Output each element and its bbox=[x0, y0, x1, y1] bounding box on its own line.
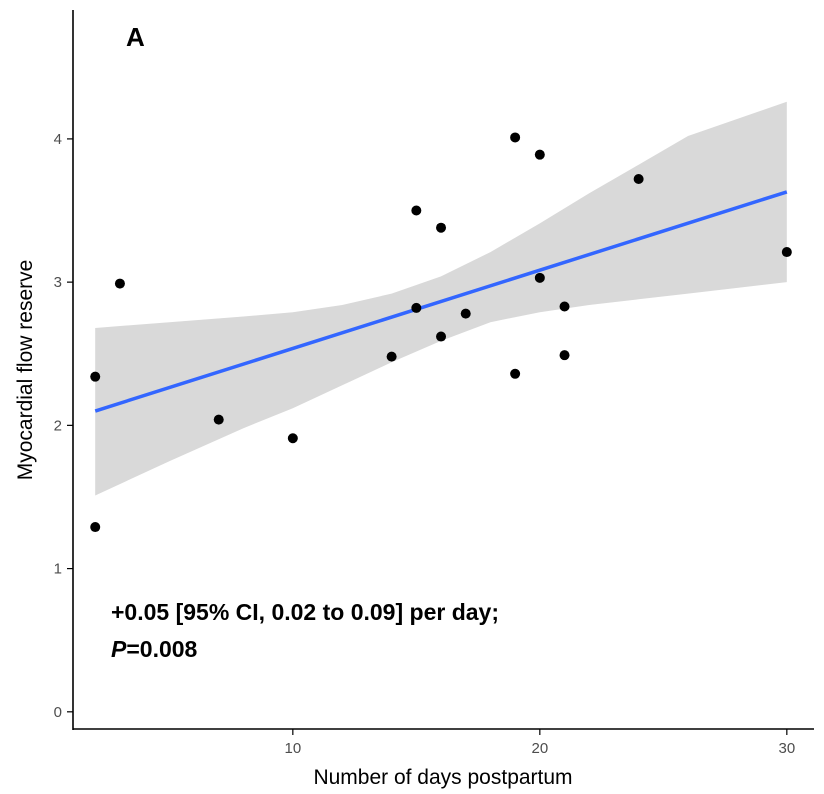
y-tick-label: 3 bbox=[54, 274, 62, 291]
y-tick-label: 4 bbox=[54, 131, 62, 148]
y-tick-label: 0 bbox=[54, 704, 62, 721]
data-point bbox=[781, 247, 792, 258]
regression-line bbox=[94, 190, 788, 413]
data-point bbox=[460, 308, 471, 319]
annotation-p-symbol: P bbox=[111, 636, 127, 662]
data-point bbox=[436, 222, 447, 233]
panel-label: A bbox=[126, 22, 145, 52]
annotation-line-1: +0.05 [95% CI, 0.02 to 0.09] per day; bbox=[111, 599, 499, 625]
data-point bbox=[386, 351, 397, 362]
x-axis-ticks: 10 20 30 bbox=[284, 729, 795, 757]
fit-line-layer bbox=[94, 190, 788, 413]
annotation-p-value: =0.008 bbox=[126, 636, 197, 662]
data-point bbox=[213, 414, 224, 425]
confidence-band-layer bbox=[95, 101, 787, 496]
data-point bbox=[510, 132, 521, 143]
y-tick-label: 1 bbox=[54, 561, 62, 578]
data-point bbox=[90, 371, 101, 382]
data-point bbox=[510, 368, 521, 379]
data-point bbox=[559, 301, 570, 312]
data-point bbox=[287, 433, 298, 444]
y-axis-ticks: 0 1 2 3 4 bbox=[54, 131, 73, 721]
data-point bbox=[411, 302, 422, 313]
y-tick-label: 2 bbox=[54, 417, 62, 434]
data-point bbox=[114, 278, 125, 289]
confidence-band bbox=[95, 101, 787, 496]
x-tick-label: 20 bbox=[531, 740, 548, 757]
data-point bbox=[90, 522, 101, 533]
data-point bbox=[534, 149, 545, 160]
data-point bbox=[436, 331, 447, 342]
x-tick-label: 10 bbox=[284, 740, 301, 757]
data-point bbox=[633, 174, 644, 185]
data-point bbox=[534, 272, 545, 283]
y-axis-title: Myocardial flow reserve bbox=[14, 260, 37, 481]
annotation-line-2: P=0.008 bbox=[111, 636, 198, 662]
x-tick-label: 30 bbox=[778, 740, 795, 757]
data-point bbox=[559, 350, 570, 361]
data-point bbox=[411, 205, 422, 216]
points-layer bbox=[90, 132, 792, 533]
x-axis-title: Number of days postpartum bbox=[313, 766, 572, 789]
